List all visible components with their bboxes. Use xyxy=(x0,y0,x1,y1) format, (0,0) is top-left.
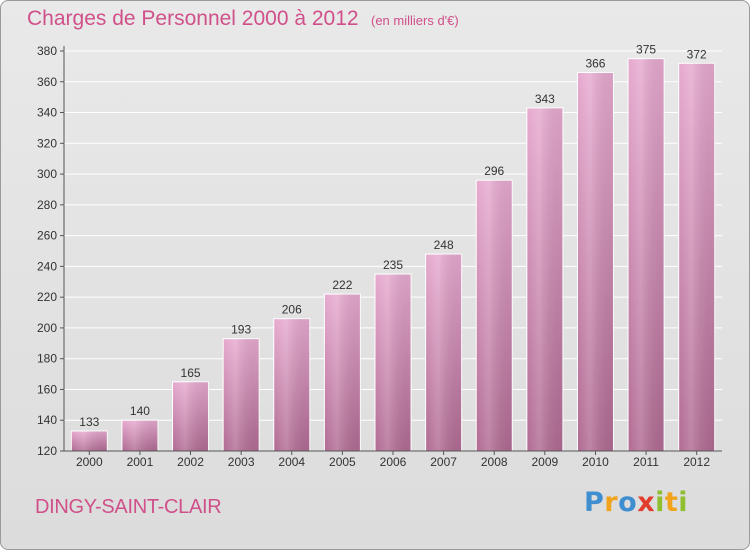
x-tick-label: 2002 xyxy=(177,455,204,469)
y-tick-label: 180 xyxy=(37,352,57,366)
logo-letter: x xyxy=(637,487,656,518)
bar-sheen xyxy=(324,294,361,451)
y-tick-label: 380 xyxy=(37,44,57,58)
bar-sheen xyxy=(526,107,563,451)
bar-sheen xyxy=(223,338,260,451)
y-tick-label: 240 xyxy=(37,259,57,273)
x-tick-label: 2006 xyxy=(380,455,407,469)
data-label: 235 xyxy=(383,258,403,272)
chart-title: Charges de Personnel 2000 à 2012 xyxy=(27,7,359,30)
data-label: 193 xyxy=(231,323,251,337)
bar-sheen xyxy=(273,318,310,451)
bar-sheen xyxy=(425,254,462,451)
x-tick-label: 2011 xyxy=(633,455,659,469)
logo-letter: r xyxy=(604,487,619,518)
bars xyxy=(70,58,716,452)
x-tick-label: 2008 xyxy=(481,455,508,469)
bar-sheen xyxy=(476,180,513,451)
data-label: 222 xyxy=(332,278,352,292)
data-label: 366 xyxy=(585,57,605,71)
data-label: 165 xyxy=(181,366,201,380)
y-tick-label: 160 xyxy=(37,382,57,396)
x-tick-label: 2004 xyxy=(278,455,305,469)
logo-letter: i xyxy=(678,487,689,518)
data-label: 296 xyxy=(484,164,504,178)
logo-letter: P xyxy=(584,487,605,518)
data-label: 343 xyxy=(535,92,555,106)
bar-sheen xyxy=(678,63,715,452)
y-tick-label: 220 xyxy=(37,290,57,304)
proxiti-logo: Proxiti xyxy=(584,487,688,518)
data-label: 140 xyxy=(130,404,150,418)
logo-letter: o xyxy=(618,487,638,518)
x-tick-label: 2009 xyxy=(531,455,558,469)
bar-sheen xyxy=(375,274,411,451)
y-tick-label: 360 xyxy=(37,75,57,89)
data-label: 372 xyxy=(687,47,707,61)
x-tick-label: 2003 xyxy=(228,455,255,469)
x-tick-label: 2000 xyxy=(76,455,103,469)
commune-name: DINGY-SAINT-CLAIR xyxy=(35,496,222,518)
y-tick-label: 260 xyxy=(37,229,57,243)
data-label: 248 xyxy=(434,238,454,252)
data-label: 133 xyxy=(79,415,99,429)
chart-subtitle: (en milliers d'€) xyxy=(371,13,459,28)
y-tick-label: 340 xyxy=(37,106,57,120)
x-tick-label: 2005 xyxy=(329,455,356,469)
x-tick-label: 2001 xyxy=(127,455,154,469)
x-tick-label: 2012 xyxy=(683,455,710,469)
y-tick-label: 120 xyxy=(37,444,57,458)
y-tick-label: 300 xyxy=(37,167,57,181)
bar-sheen xyxy=(172,381,209,451)
y-tick-label: 280 xyxy=(37,198,57,212)
logo-letter: t xyxy=(664,487,679,518)
data-label: 206 xyxy=(282,303,302,317)
bar-sheen xyxy=(71,431,108,451)
y-tick-label: 320 xyxy=(37,136,57,150)
axes: 120 140 160 180 200 220 240 260 280 300 320 340 360 3… xyxy=(37,44,722,469)
bar-sheen xyxy=(121,420,158,451)
x-tick-label: 2007 xyxy=(430,455,457,469)
y-tick-label: 140 xyxy=(37,413,57,427)
bar-sheen xyxy=(628,58,665,451)
y-tick-label: 200 xyxy=(37,321,57,335)
x-tick-label: 2010 xyxy=(582,455,609,469)
labels: 133 140 165 193 206 222 235 248 296 343 366 375 372 xyxy=(79,43,707,429)
bar-sheen xyxy=(577,72,614,452)
data-label: 375 xyxy=(636,43,656,57)
logo-letter: i xyxy=(655,487,665,518)
